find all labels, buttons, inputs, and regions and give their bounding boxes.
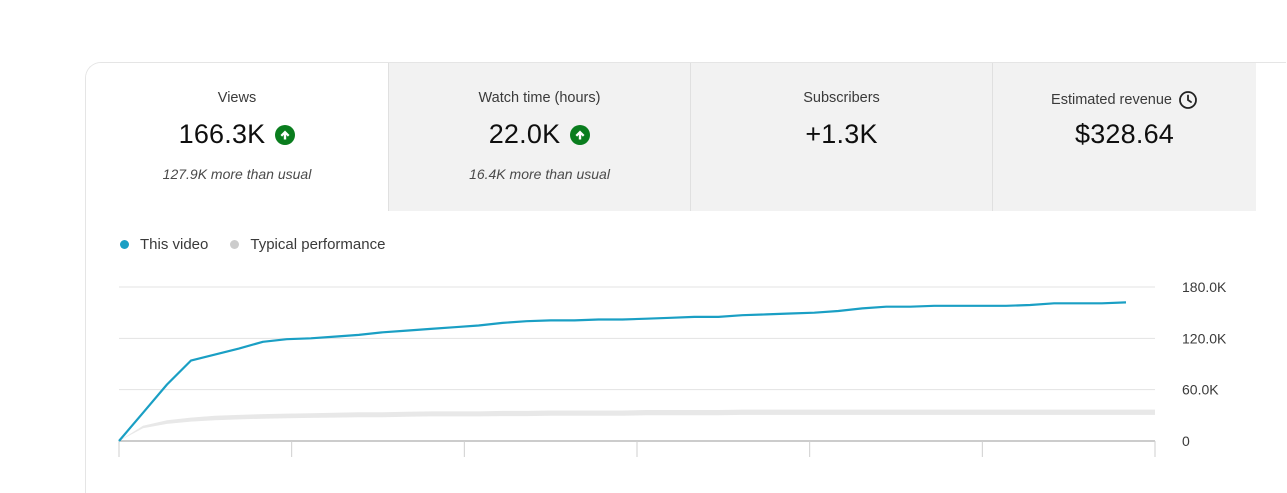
- metric-tabs: Views 166.3K 127.9K more than usual Watc…: [86, 63, 1256, 211]
- arrow-up-circle-icon: [275, 124, 296, 145]
- tab-subscribers-label: Subscribers: [803, 90, 880, 106]
- revenue-value-text: $328.64: [1075, 119, 1174, 149]
- y-tick-label: 60.0K: [1182, 382, 1219, 398]
- arrow-up-circle-icon: [570, 124, 591, 145]
- series-typical-performance-band: [119, 409, 1155, 441]
- watch-time-value-text: 22.0K: [488, 119, 561, 149]
- clock-icon[interactable]: [1178, 90, 1198, 110]
- tab-views-label: Views: [217, 90, 257, 106]
- series-this-video-line: [118, 301, 1127, 442]
- subscribers-value-text: +1.3K: [805, 119, 878, 149]
- y-tick-label: 180.0K: [1182, 279, 1227, 295]
- views-value-text: 166.3K: [178, 119, 266, 149]
- chart-legend: This video Typical performance: [120, 236, 407, 253]
- views-line-chart: 0 60.0K 120.0K 180.0K: [118, 279, 1227, 457]
- y-tick-label: 120.0K: [1182, 330, 1227, 346]
- tab-watch-time-label: Watch time (hours): [478, 90, 601, 106]
- legend-dot-icon: [230, 240, 240, 249]
- tab-estimated-revenue[interactable]: Estimated revenue $328.64: [992, 63, 1256, 211]
- tab-views-comparison: 127.9K more than usual: [162, 166, 312, 182]
- tab-watch-time-value: 22.0K: [389, 119, 690, 150]
- revenue-label-text: Estimated revenue: [1051, 92, 1172, 108]
- legend-item-typical[interactable]: Typical performance: [230, 236, 385, 253]
- legend-typical-label: Typical performance: [250, 236, 386, 253]
- tab-views-value: 166.3K: [86, 119, 388, 150]
- legend-item-this-video[interactable]: This video: [120, 236, 208, 253]
- legend-dot-icon: [120, 240, 129, 249]
- tab-subscribers-value: +1.3K: [691, 119, 992, 150]
- analytics-card: Views 166.3K 127.9K more than usual Watc…: [85, 62, 1286, 493]
- tab-revenue-value: $328.64: [993, 119, 1256, 150]
- tab-watch-time-comparison: 16.4K more than usual: [469, 166, 610, 182]
- y-tick-label: 0: [1182, 433, 1190, 449]
- tab-watch-time[interactable]: Watch time (hours) 22.0K 16.4K more than…: [388, 63, 690, 211]
- tab-revenue-label: Estimated revenue: [993, 90, 1256, 110]
- tab-views[interactable]: Views 166.3K 127.9K more than usual: [86, 63, 388, 211]
- tab-subscribers[interactable]: Subscribers +1.3K: [690, 63, 992, 211]
- legend-this-video-label: This video: [140, 236, 209, 253]
